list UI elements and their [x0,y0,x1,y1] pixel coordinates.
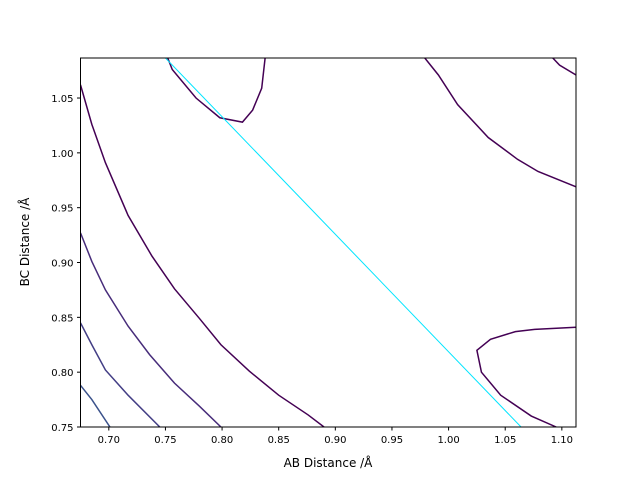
x-tick-label: 1.10 [551,435,573,446]
y-tick-label: 0.80 [51,368,73,379]
contour-line-2 [80,232,222,427]
x-tick-label: 1.05 [494,435,516,446]
x-tick-label: 0.95 [381,435,403,446]
y-tick-label: 1.00 [51,149,73,160]
x-tick-label: 0.85 [268,435,290,446]
x-tick-label: 0.80 [211,435,233,446]
y-tick-label: 0.90 [51,259,73,270]
y-axis: 0.75 0.80 0.85 0.90 0.95 1.00 1.05 [51,94,81,434]
y-axis-label: BC Distance /Å [17,197,32,287]
y-tick-label: 0.85 [51,313,73,324]
contour-line-1 [80,322,161,427]
x-tick-label: 0.75 [154,435,176,446]
x-tick-label: 0.90 [324,435,346,446]
contour-lines [80,58,576,427]
x-tick-label: 0.70 [98,435,120,446]
contour-line-5 [424,58,576,188]
x-tick-label: 1.00 [437,435,459,446]
contour-line-3 [80,84,325,427]
reaction-path-line [165,58,522,427]
contour-line-0 [80,384,111,427]
y-tick-label: 0.75 [51,423,73,434]
contour-line-6 [552,58,576,76]
plot-frame [80,57,577,428]
contour-line-7 [476,326,576,427]
y-tick-label: 0.95 [51,204,73,215]
x-axis: 0.70 0.75 0.80 0.85 0.90 0.95 1.00 1.05 1.10 [98,427,573,446]
x-axis-label: AB Distance /Å [284,455,374,470]
contour-line-4 [167,58,266,123]
y-tick-label: 1.05 [51,94,73,105]
